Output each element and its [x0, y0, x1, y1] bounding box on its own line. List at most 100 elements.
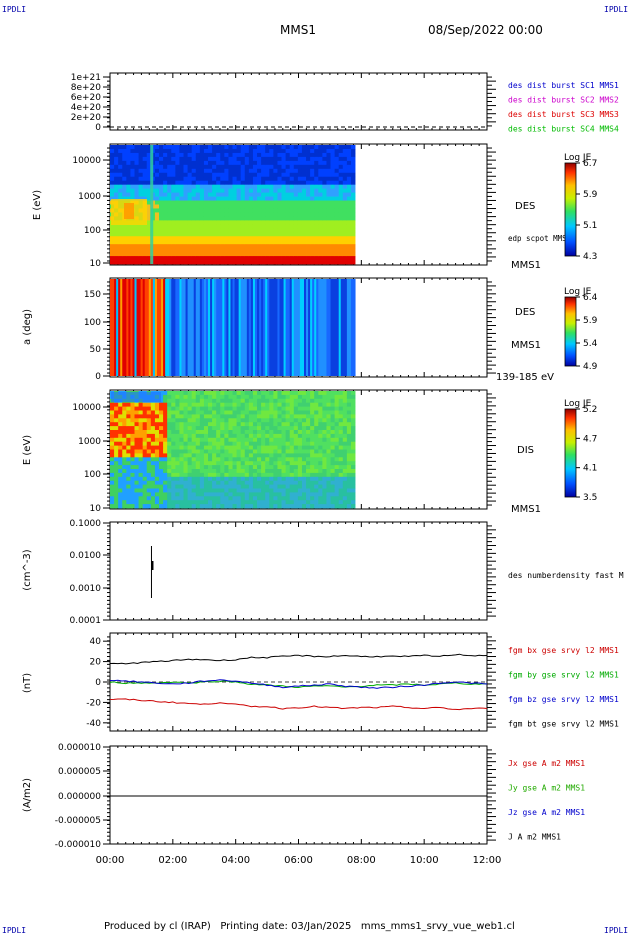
heatmap-cell [199, 212, 205, 217]
heatmap-cell [293, 480, 299, 485]
heatmap-cell [261, 192, 266, 197]
heatmap-cell [269, 180, 274, 186]
heatmap-cell [130, 244, 135, 249]
heatmap-cell [142, 433, 148, 439]
heatmap-cell [265, 160, 270, 166]
heatmap-cell [203, 418, 209, 423]
heatmap-cell [163, 172, 168, 178]
heatmap-cell [224, 402, 229, 407]
heatmap-cell [216, 176, 221, 182]
heatmap-cell [350, 461, 356, 466]
heatmap-cell [118, 406, 123, 411]
heatmap-cell [277, 204, 282, 209]
heatmap-cell [318, 426, 323, 431]
y-tick-label: 1000 [78, 192, 101, 202]
heatmap-cell [232, 453, 238, 458]
heatmap-cell [183, 500, 188, 505]
heatmap-cell [191, 445, 197, 450]
heatmap-cell [252, 445, 258, 450]
heatmap-cell [273, 196, 278, 201]
heatmap-cell [228, 480, 233, 485]
heatmap-cell [159, 228, 164, 233]
heatmap-cell [334, 457, 340, 462]
heatmap-cell [154, 220, 160, 225]
heatmap-cell [330, 394, 336, 400]
heatmap-cell [159, 220, 164, 225]
heatmap-cell [134, 488, 139, 493]
minor-ticks [107, 73, 496, 130]
heatmap-cell [175, 414, 180, 419]
heatmap-cell [191, 394, 197, 400]
heatmap-cell [228, 204, 233, 209]
heatmap-cell [289, 224, 295, 229]
heatmap-cell [281, 220, 287, 225]
heatmap-cell [310, 156, 315, 162]
heatmap-cell [334, 236, 340, 241]
heatmap-cell [163, 414, 168, 419]
heatmap-cell [281, 232, 287, 237]
heatmap-cell [273, 168, 278, 174]
heatmap-cell [334, 152, 340, 158]
heatmap-cell [118, 496, 123, 501]
heatmap-cell [338, 256, 344, 261]
heatmap-cell [191, 212, 197, 217]
heatmap-cell [334, 406, 340, 411]
heatmap-cell [240, 488, 246, 493]
heatmap-cell [203, 184, 209, 190]
heatmap-cell [220, 236, 225, 241]
heatmap-cell [114, 457, 119, 462]
heatmap-cell [183, 192, 188, 197]
heatmap-cell [334, 200, 340, 205]
heatmap-cell [122, 236, 127, 241]
heatmap-cell [338, 414, 344, 419]
heatmap-cell [322, 148, 327, 154]
heatmap-cell [244, 457, 250, 462]
heatmap-cell [240, 476, 246, 482]
heatmap-cell [138, 244, 144, 249]
heatmap-cell [306, 500, 311, 505]
heatmap-cell [146, 145, 152, 150]
heatmap-cell [350, 188, 356, 193]
heatmap-cell [257, 260, 262, 265]
heatmap-cell [273, 244, 278, 249]
heatmap-cell [171, 160, 176, 166]
heatmap-cell [318, 476, 323, 482]
heatmap-cell [195, 422, 201, 427]
heatmap-cell [187, 394, 193, 400]
heatmap-cell [334, 398, 340, 404]
heatmap-cell [130, 148, 135, 154]
heatmap-cell [224, 488, 229, 493]
heatmap-cell [350, 176, 356, 182]
heatmap-cell [163, 469, 168, 474]
heatmap-cell [167, 418, 172, 423]
heatmap-cell [146, 156, 152, 162]
heatmap-cell [297, 145, 303, 150]
heatmap-cell [167, 422, 172, 427]
heatmap-cell [236, 449, 242, 454]
heatmap-cell [330, 152, 336, 158]
heatmap-cell [183, 236, 188, 241]
heatmap-cell [257, 465, 262, 470]
heatmap-cell [146, 172, 152, 178]
heatmap-cell [195, 500, 201, 505]
heatmap-cell [171, 212, 176, 217]
heatmap-cell [257, 480, 262, 485]
heatmap-cell [244, 422, 250, 427]
heatmap-cell [265, 188, 270, 193]
heatmap-cell [346, 240, 352, 245]
heatmap-cell [232, 164, 238, 170]
heatmap-cell [199, 160, 205, 166]
heatmap-cell [187, 208, 193, 213]
heatmap-cell [187, 426, 193, 431]
heatmap-cell [269, 437, 274, 443]
heatmap-cell [228, 212, 233, 217]
heatmap-cell [350, 484, 356, 489]
heatmap-cell [346, 391, 352, 396]
heatmap-cell [183, 402, 188, 407]
heatmap-cell [330, 406, 336, 411]
heatmap-cell [310, 402, 315, 407]
heatmap-cell [159, 484, 164, 489]
heatmap-cell [220, 172, 225, 178]
heatmap-cell [310, 252, 315, 257]
heatmap-cell [138, 160, 144, 166]
